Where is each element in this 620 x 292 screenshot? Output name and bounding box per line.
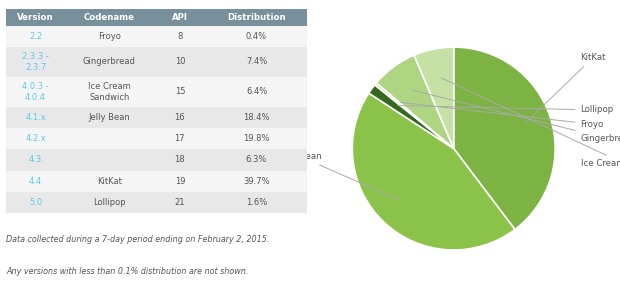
Text: 19.8%: 19.8% [243,134,270,143]
Text: Froyo: Froyo [400,102,604,129]
Text: Any versions with less than 0.1% distribution are not shown.: Any versions with less than 0.1% distrib… [6,267,249,276]
Text: KitKat: KitKat [97,177,122,186]
Text: 4.2.x: 4.2.x [25,134,46,143]
Text: 6.3%: 6.3% [246,155,267,164]
Text: Distribution: Distribution [227,13,286,22]
Text: Ice Cream
Sandwich: Ice Cream Sandwich [88,82,131,102]
Text: API: API [172,13,188,22]
Text: 18.4%: 18.4% [243,113,270,122]
Text: 0.4%: 0.4% [246,32,267,41]
Text: Lollipop: Lollipop [397,105,614,114]
Wedge shape [454,47,555,230]
Text: Lollipop: Lollipop [93,198,125,207]
Text: Codename: Codename [84,13,135,22]
Text: 4.3: 4.3 [29,155,42,164]
Text: 1.6%: 1.6% [246,198,267,207]
Text: 4.0.3 -
4.0.4: 4.0.3 - 4.0.4 [22,82,49,102]
Text: Froyo: Froyo [98,32,121,41]
Text: 6.4%: 6.4% [246,87,267,96]
Text: 2.2: 2.2 [29,32,42,41]
Wedge shape [352,93,515,250]
Text: Version: Version [17,13,54,22]
Text: 2.3.3 -
2.3.7: 2.3.3 - 2.3.7 [22,52,49,72]
Text: 5.0: 5.0 [29,198,42,207]
Text: 16: 16 [175,113,185,122]
Text: Jelly Bean: Jelly Bean [279,152,401,201]
Text: 15: 15 [175,87,185,96]
Text: KitKat: KitKat [525,53,606,124]
Text: 4.4: 4.4 [29,177,42,186]
Wedge shape [376,55,454,149]
Wedge shape [414,47,454,149]
Text: 17: 17 [175,134,185,143]
Text: 21: 21 [175,198,185,207]
Text: 19: 19 [175,177,185,186]
Text: 4.1.x: 4.1.x [25,113,46,122]
Text: Gingerbread: Gingerbread [82,58,136,67]
Text: 8: 8 [177,32,182,41]
Wedge shape [369,85,454,149]
Text: Ice Cream Sandwich: Ice Cream Sandwich [441,78,620,168]
Text: 39.7%: 39.7% [243,177,270,186]
Wedge shape [374,83,454,149]
Text: Gingerbread: Gingerbread [413,91,620,143]
Text: 18: 18 [175,155,185,164]
Text: 10: 10 [175,58,185,67]
Text: Jelly Bean: Jelly Bean [88,113,130,122]
Text: Data collected during a 7-day period ending on February 2, 2015.: Data collected during a 7-day period end… [6,235,270,244]
Text: 7.4%: 7.4% [246,58,267,67]
